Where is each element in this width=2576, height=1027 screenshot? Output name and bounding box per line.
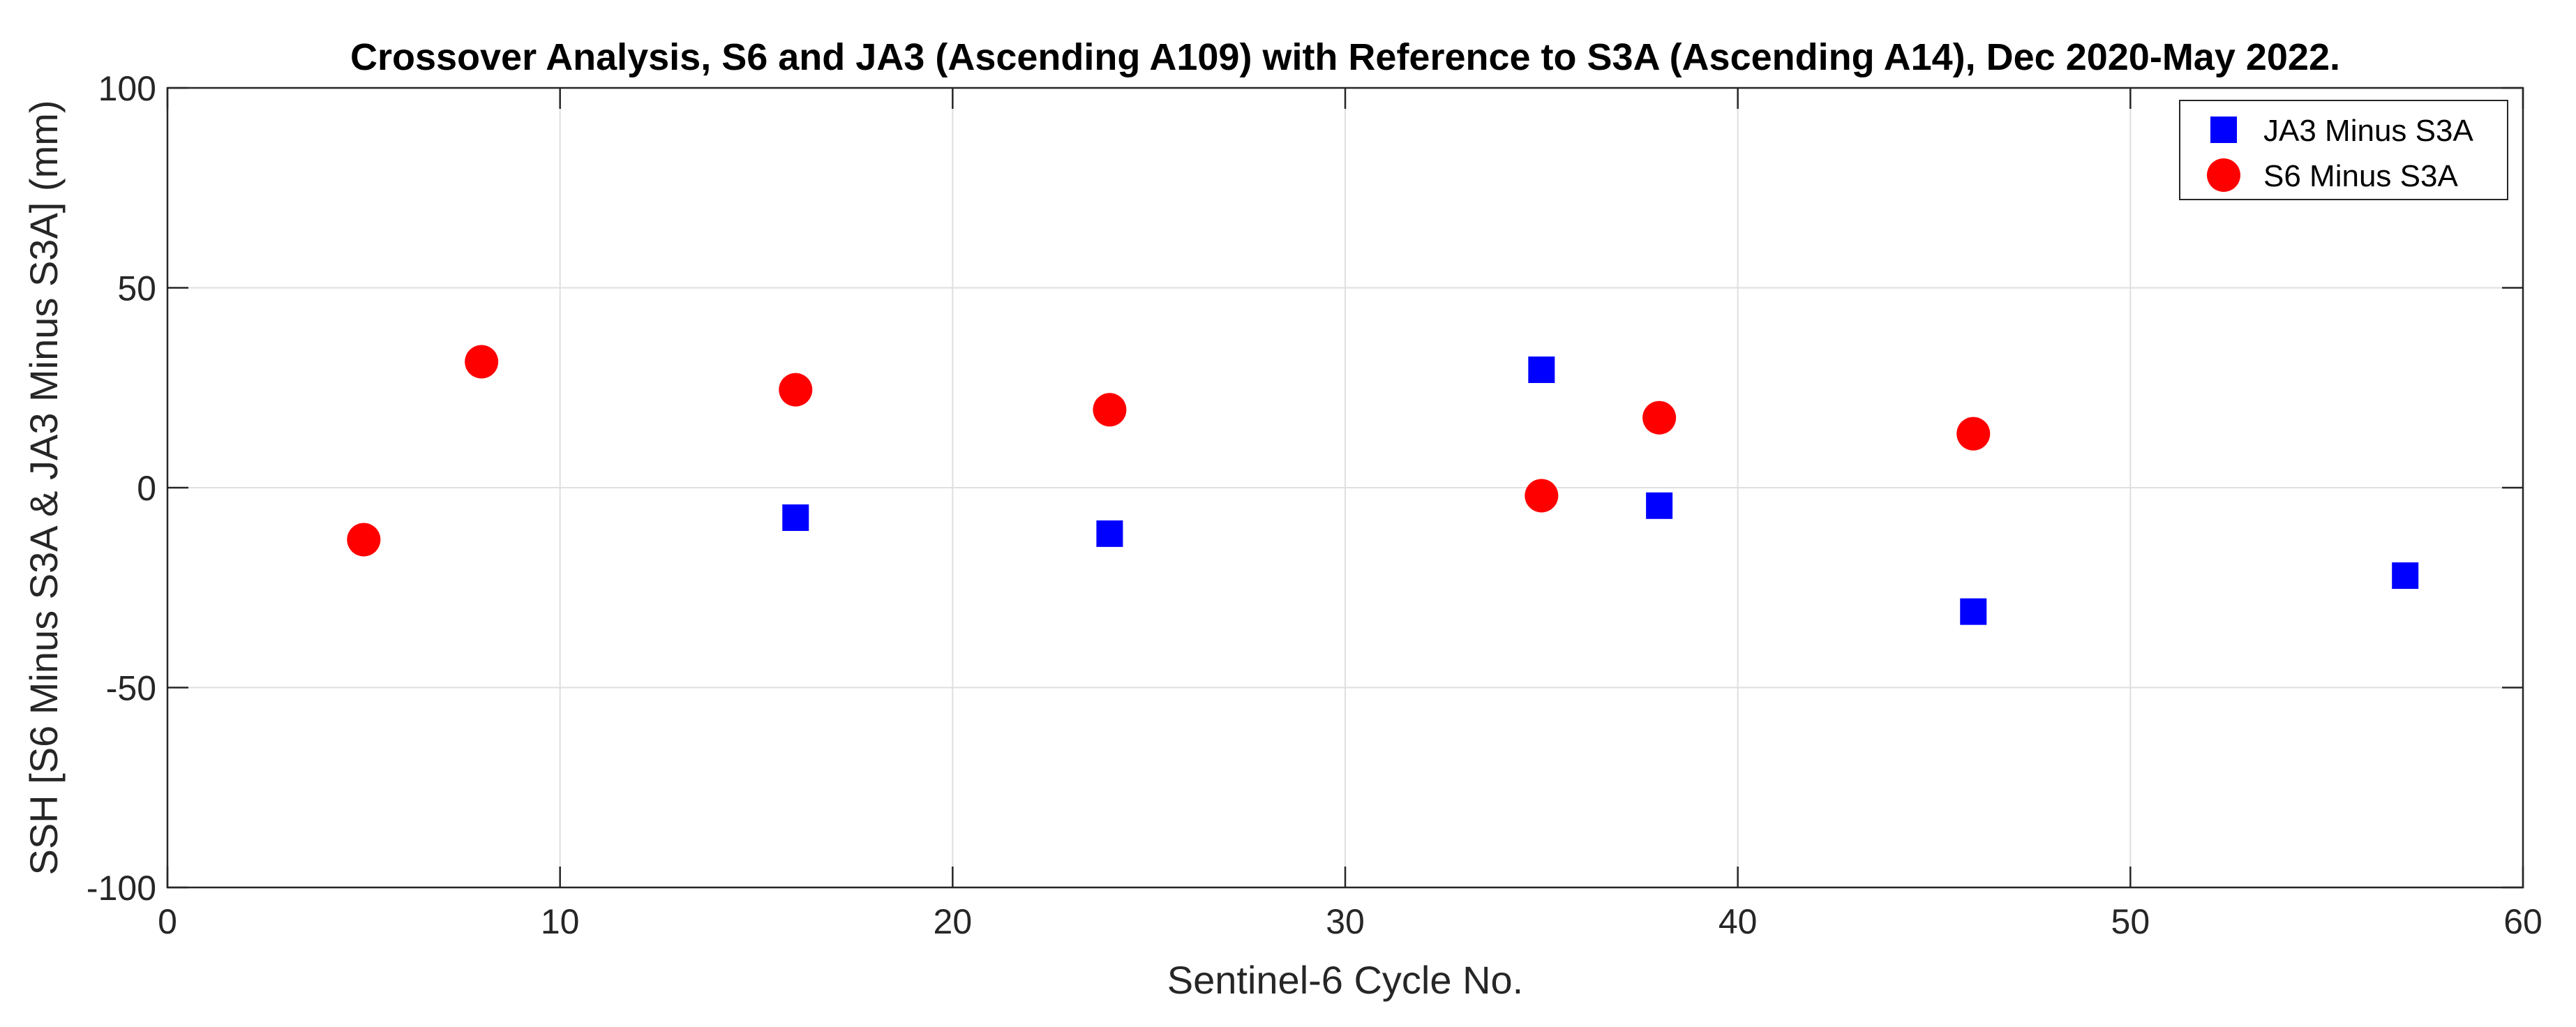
x-tick-label: 10 [541,902,580,941]
x-tick-label: 60 [2503,902,2543,941]
ja3-point [1960,598,1987,625]
legend-label-ja3: JA3 Minus S3A [2263,114,2473,148]
legend-marker-s6 [2207,158,2240,192]
y-tick-label: 100 [98,69,156,108]
ja3-point [1096,520,1123,547]
points-layer [347,345,2419,625]
s6-point [1956,417,1991,451]
x-tick-label: 20 [934,902,973,941]
legend: JA3 Minus S3A S6 Minus S3A [2179,100,2508,200]
x-tick-label: 30 [1326,902,1365,941]
x-axis-label: Sentinel-6 Cycle No. [1167,958,1523,1002]
ja3-point [2392,562,2419,590]
chart-title: Crossover Analysis, S6 and JA3 (Ascendin… [350,36,2340,78]
s6-point [347,523,381,557]
x-tick-label: 50 [2111,902,2150,941]
y-tick-label: -50 [106,669,156,708]
s6-point [1093,393,1127,427]
ja3-point [1528,356,1555,383]
s6-point [465,345,499,379]
ja3-point [1646,492,1673,519]
y-tick-label: 50 [117,269,156,308]
legend-marker-ja3 [2210,117,2237,143]
y-tick-label: 0 [137,469,156,508]
legend-label-s6: S6 Minus S3A [2263,159,2458,193]
s6-point [1642,400,1677,435]
x-tick-label: 40 [1718,902,1758,941]
s6-point [1525,479,1559,513]
y-axis-label: SSH [S6 Minus S3A & JA3 Minus S3A] (mm) [22,100,66,875]
ja3-point [782,504,809,531]
x-tick-label: 0 [158,902,177,941]
s6-point [779,373,813,407]
ticks-layer: 0 10 20 30 40 50 60 -100 -50 0 50 100 [87,69,2543,941]
y-tick-label: -100 [87,869,156,908]
